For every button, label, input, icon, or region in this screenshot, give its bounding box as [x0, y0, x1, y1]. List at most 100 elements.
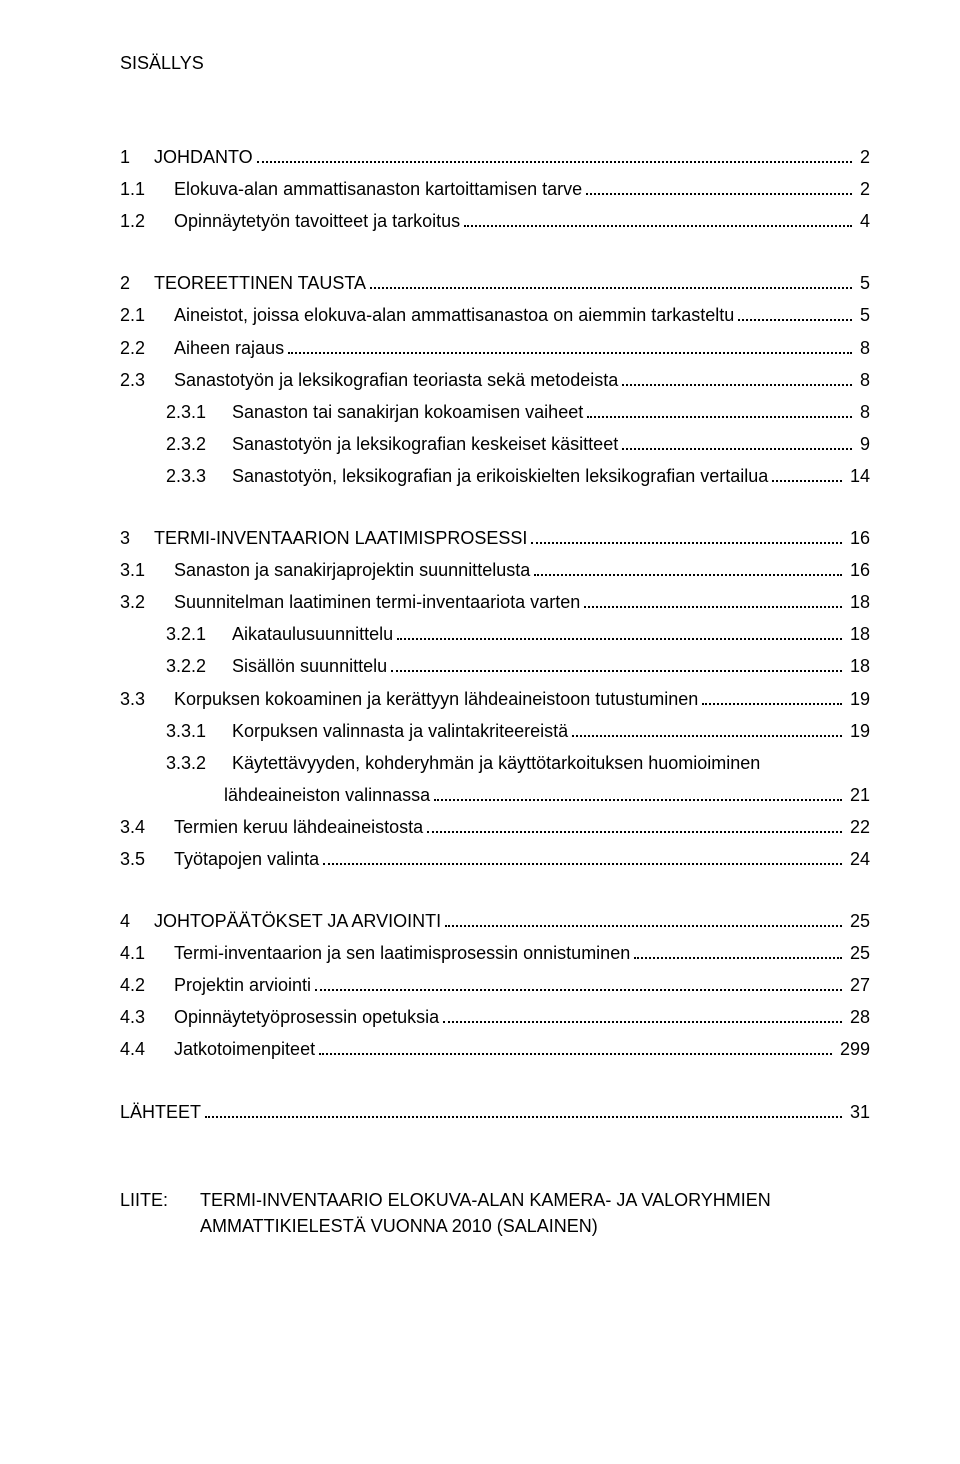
toc-entry: 2.3Sanastotyön ja leksikografian teorias… — [120, 367, 870, 393]
toc-leader — [572, 718, 842, 736]
toc-text: Opinnäytetyön tavoitteet ja tarkoitus — [174, 208, 460, 234]
appendix-text: TERMI-INVENTAARIO ELOKUVA-ALAN KAMERA- J… — [200, 1187, 870, 1239]
toc-entry: LÄHTEET 31 — [120, 1099, 870, 1125]
toc-entry: 3.3Korpuksen kokoaminen ja kerättyyn läh… — [120, 686, 870, 712]
toc-number: 3.2.1 — [166, 621, 232, 647]
toc-text: Jatkotoimenpiteet — [174, 1036, 315, 1062]
toc-entry: 3.2.1Aikataulusuunnittelu18 — [120, 621, 870, 647]
toc-entry: 3.2Suunnitelman laatiminen termi-inventa… — [120, 589, 870, 615]
toc-leader — [288, 335, 852, 353]
toc-leader — [738, 303, 852, 321]
toc-leader — [205, 1099, 842, 1117]
appendix-label: LIITE: — [120, 1187, 200, 1239]
toc-page: 16 — [846, 525, 870, 551]
toc-number: 4.3 — [120, 1004, 174, 1030]
toc-entry: 4.3Opinnäytetyöprosessin opetuksia 28 — [120, 1004, 870, 1030]
toc-leader — [531, 526, 842, 544]
toc-text: Työtapojen valinta — [174, 846, 319, 872]
toc-number: 3.2 — [120, 589, 174, 615]
toc-leader — [445, 909, 842, 927]
toc-page: 299 — [836, 1036, 870, 1062]
toc-entry: 3.5Työtapojen valinta24 — [120, 846, 870, 872]
toc-number: 1.2 — [120, 208, 174, 234]
toc-number: 4.2 — [120, 972, 174, 998]
toc-page: 19 — [846, 686, 870, 712]
toc-text: TERMI-INVENTAARION LAATIMISPROSESSI — [154, 525, 527, 551]
toc-number: 4 — [120, 908, 154, 934]
toc-leader — [634, 941, 842, 959]
toc-leader — [323, 847, 842, 865]
toc-leader — [370, 271, 852, 289]
toc-number: 3.5 — [120, 846, 174, 872]
toc-page: 5 — [856, 270, 870, 296]
toc-text: Suunnitelman laatiminen termi-inventaari… — [174, 589, 580, 615]
toc-text: Opinnäytetyöprosessin opetuksia — [174, 1004, 439, 1030]
toc-text: TEOREETTINEN TAUSTA — [154, 270, 366, 296]
toc-entry: 3.4Termien keruu lähdeaineistosta 22 — [120, 814, 870, 840]
toc-page: 22 — [846, 814, 870, 840]
toc-text: Elokuva-alan ammattisanaston kartoittami… — [174, 176, 582, 202]
toc-text: JOHTOPÄÄTÖKSET JA ARVIOINTI — [154, 908, 441, 934]
toc-page: 25 — [846, 908, 870, 934]
toc-text: Sanastotyön ja leksikografian keskeiset … — [232, 431, 618, 457]
toc-number: 3.4 — [120, 814, 174, 840]
toc-text: Termi-inventaarion ja sen laatimisproses… — [174, 940, 630, 966]
toc-entry: 1.1Elokuva-alan ammattisanaston kartoitt… — [120, 176, 870, 202]
toc-number: 3.1 — [120, 557, 174, 583]
toc-leader — [391, 654, 842, 672]
toc-leader — [434, 783, 842, 801]
toc-text: LÄHTEET — [120, 1099, 201, 1125]
toc-page: 14 — [846, 463, 870, 489]
toc-page: 28 — [846, 1004, 870, 1030]
toc-number: 2.1 — [120, 302, 174, 328]
toc-number: 1 — [120, 144, 154, 170]
toc-number: 3.3.2 — [166, 750, 232, 776]
toc-page: 2 — [856, 176, 870, 202]
toc-number: 3.2.2 — [166, 653, 232, 679]
toc-number: 2.3.3 — [166, 463, 232, 489]
toc-number: 3 — [120, 525, 154, 551]
toc-page: 2 — [856, 144, 870, 170]
toc-text: Sanastotyön, leksikografian ja erikoiski… — [232, 463, 768, 489]
toc-entry: 2.3.3Sanastotyön, leksikografian ja erik… — [120, 463, 870, 489]
toc-entry: 3.3.2Käytettävyyden, kohderyhmän ja käyt… — [120, 750, 870, 776]
toc-entry: 3.2.2Sisällön suunnittelu18 — [120, 653, 870, 679]
toc-leader — [427, 815, 842, 833]
toc-body: 1JOHDANTO2 1.1Elokuva-alan ammattisanasto… — [120, 114, 870, 1125]
toc-entry: 1JOHDANTO2 — [120, 144, 870, 170]
toc-entry: 4.4Jatkotoimenpiteet299 — [120, 1036, 870, 1062]
toc-text: Termien keruu lähdeaineistosta — [174, 814, 423, 840]
toc-number: 4.1 — [120, 940, 174, 966]
toc-leader — [622, 367, 852, 385]
toc-leader — [443, 1005, 842, 1023]
toc-entry: 3.3.1Korpuksen valinnasta ja valintakrit… — [120, 718, 870, 744]
toc-text: Korpuksen kokoaminen ja kerättyyn lähdea… — [174, 686, 698, 712]
toc-page: 18 — [846, 589, 870, 615]
toc-leader — [257, 145, 852, 163]
toc-entry: 1.2Opinnäytetyön tavoitteet ja tarkoitus… — [120, 208, 870, 234]
appendix-line1: TERMI-INVENTAARIO ELOKUVA-ALAN KAMERA- J… — [200, 1187, 870, 1213]
toc-entry: 4JOHTOPÄÄTÖKSET JA ARVIOINTI 25 — [120, 908, 870, 934]
toc-page: 9 — [856, 431, 870, 457]
toc-entry: 2TEOREETTINEN TAUSTA5 — [120, 270, 870, 296]
toc-leader — [534, 558, 842, 576]
toc-leader — [622, 432, 852, 450]
toc-text: Aikataulusuunnittelu — [232, 621, 393, 647]
toc-number: 3.3 — [120, 686, 174, 712]
toc-leader — [397, 622, 842, 640]
toc-leader — [584, 590, 842, 608]
toc-number: 2.2 — [120, 335, 174, 361]
toc-page: 4 — [856, 208, 870, 234]
toc-number: 2.3.2 — [166, 431, 232, 457]
toc-page: 5 — [856, 302, 870, 328]
appendix-line2: AMMATTIKIELESTÄ VUONNA 2010 (SALAINEN) — [200, 1213, 870, 1239]
toc-entry: 2.3.1Sanaston tai sanakirjan kokoamisen … — [120, 399, 870, 425]
toc-entry: 3TERMI-INVENTAARION LAATIMISPROSESSI 16 — [120, 525, 870, 551]
toc-page: 31 — [846, 1099, 870, 1125]
toc-entry: 2.1Aineistot, joissa elokuva-alan ammatt… — [120, 302, 870, 328]
toc-text: Sanastotyön ja leksikografian teoriasta … — [174, 367, 618, 393]
toc-page: 16 — [846, 557, 870, 583]
toc-text: Sisällön suunnittelu — [232, 653, 387, 679]
toc-text: Sanaston ja sanakirjaprojektin suunnitte… — [174, 557, 530, 583]
toc-number: 3.3.1 — [166, 718, 232, 744]
